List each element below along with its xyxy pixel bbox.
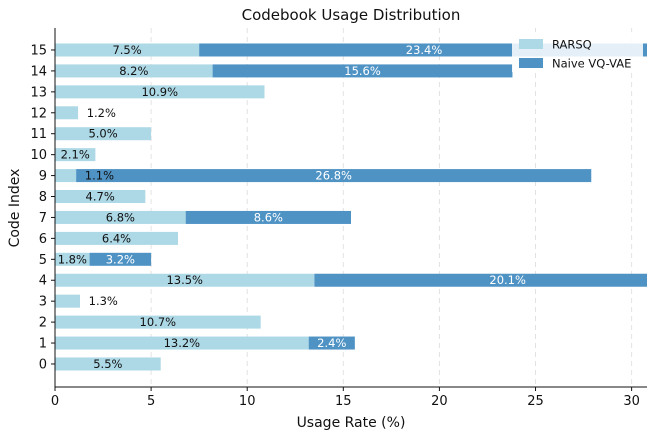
data-label: 3.2% [106,252,135,266]
y-tick-label: 8 [39,190,47,205]
x-tick-label: 5 [147,394,155,409]
bar-rarsq [55,169,77,183]
bar-rarsq [55,315,261,329]
bar-rarsq [55,252,90,266]
bar-rarsq [55,106,79,120]
data-label: 1.3% [89,294,118,308]
data-label: 1.2% [87,106,116,120]
y-tick-label: 2 [39,316,47,331]
data-label: 26.8% [315,169,352,183]
x-axis-label: Usage Rate (%) [297,415,406,431]
x-tick-label: 15 [335,394,352,409]
x-tick-label: 30 [623,394,640,409]
data-label: 2.4% [317,336,346,350]
bar-rarsq [55,43,200,57]
y-tick-label: 15 [30,43,47,58]
bar-rarsq [55,357,161,371]
bar-rarsq [55,336,309,350]
bar-rarsq [55,85,265,99]
legend-label: RARSQ [552,38,592,52]
bar-naive-vq-vae [308,336,355,350]
y-tick-label: 10 [30,148,47,163]
x-tick-label: 10 [239,394,256,409]
y-tick-label: 0 [39,357,47,372]
data-label: 2.1% [61,148,90,162]
bar-naive-vq-vae [185,210,351,224]
y-tick-label: 1 [39,337,47,352]
data-label: 6.8% [106,210,135,224]
data-label: 8.6% [254,210,283,224]
bar-rarsq [55,231,179,245]
data-label: 13.2% [164,336,201,350]
bar-naive-vq-vae [76,169,592,183]
y-tick-label: 9 [39,169,47,184]
bar-rarsq [55,190,146,204]
data-label: 5.0% [88,127,117,141]
data-label: 6.4% [102,231,131,245]
y-tick-label: 14 [30,64,47,79]
legend: RARSQ Naive VQ-VAE [512,32,643,72]
data-label: 1.1% [85,169,114,183]
chart-title: Codebook Usage Distribution [242,6,461,24]
y-tick-label: 11 [30,127,47,142]
legend-label: Naive VQ-VAE [552,57,631,71]
bar-rarsq [55,64,213,78]
x-tick-label: 25 [527,394,544,409]
y-tick-label: 13 [30,85,47,100]
bar-naive-vq-vae [314,273,647,287]
y-tick-label: 7 [39,211,47,226]
x-tick-label: 20 [431,394,448,409]
legend-swatch [519,58,543,68]
y-axis-label: Code Index [7,169,23,248]
data-label: 10.7% [140,315,177,329]
bar-rarsq [55,127,152,141]
data-label: 15.6% [344,64,381,78]
x-tick-label: 0 [51,394,59,409]
data-label: 7.5% [112,43,141,57]
bar-naive-vq-vae [89,252,152,266]
bar-naive-vq-vae [212,64,513,78]
data-label: 5.5% [93,357,122,371]
bar-rarsq [55,148,96,162]
bar-rarsq [55,294,80,308]
y-tick-label: 12 [30,106,47,121]
bar-rarsq [55,273,315,287]
data-label: 20.1% [489,273,526,287]
data-label: 8.2% [119,64,148,78]
bar-rarsq [55,210,186,224]
y-tick-label: 6 [39,232,47,247]
y-tick-label: 4 [39,274,47,289]
data-label: 10.9% [141,85,178,99]
data-label: 4.7% [86,190,115,204]
y-tick-label: 3 [39,295,47,310]
data-label: 13.5% [166,273,203,287]
y-tick-label: 5 [39,253,47,268]
data-label: 23.4% [406,43,443,57]
legend-swatch [519,39,543,49]
data-label: 1.8% [58,252,87,266]
